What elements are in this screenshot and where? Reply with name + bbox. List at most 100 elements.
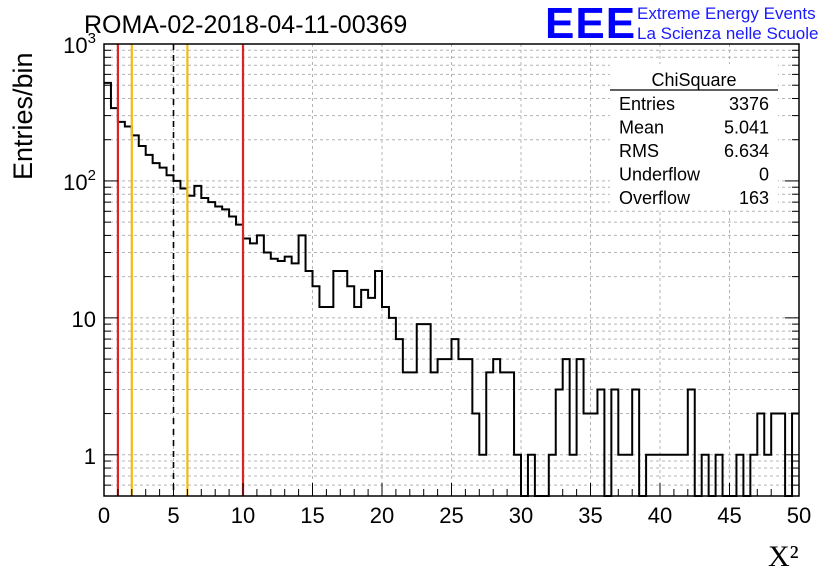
histogram-bin [153, 163, 160, 496]
histogram-bin [417, 324, 424, 496]
x-tick-label: 10 [231, 503, 255, 528]
histogram-bin [382, 307, 389, 496]
stats-label: Overflow [619, 188, 691, 208]
histogram-bin [319, 307, 326, 496]
histogram-bin [681, 455, 688, 496]
x-tick-label: 35 [578, 503, 602, 528]
grid [104, 44, 799, 496]
histogram-bin [104, 83, 111, 496]
histogram-bin [611, 389, 618, 496]
eee-logo: EEE [545, 0, 637, 48]
histogram-bin [333, 271, 340, 496]
histogram-bin [271, 259, 278, 496]
stats-value: 6.634 [724, 141, 769, 161]
stats-label: Mean [619, 118, 664, 138]
x-tick-label: 0 [98, 503, 110, 528]
histogram-bin [278, 261, 285, 496]
histogram-bin [528, 455, 535, 496]
histogram-bin [410, 372, 417, 496]
histogram-bin [403, 372, 410, 496]
histogram-bin [201, 198, 208, 496]
histogram-bin [354, 307, 361, 496]
histogram-bin [375, 271, 382, 496]
y-tick-label: 10 [72, 307, 96, 332]
stats-title: ChiSquare [651, 70, 736, 90]
histogram-bin [549, 455, 556, 496]
histogram-bin [563, 359, 570, 496]
histogram-bin [556, 389, 563, 496]
histogram-bin [326, 307, 333, 496]
y-axis-label: Entries/bin [8, 52, 38, 180]
histogram-bin [764, 455, 771, 496]
histogram-bin [222, 209, 229, 496]
histogram-bin [313, 286, 320, 496]
histogram-bin [340, 271, 347, 496]
stats-box-frame [610, 64, 778, 210]
y-tick-label: 1 [84, 444, 96, 469]
histogram-bin [653, 455, 660, 496]
histogram-bin [174, 181, 181, 496]
histogram-bin [458, 359, 465, 496]
histogram-bin [577, 359, 584, 496]
reference-lines [116, 44, 245, 496]
histogram-bin [306, 271, 313, 496]
histogram-bin [139, 146, 146, 496]
histogram-bin [424, 324, 431, 496]
stats-value: 3376 [729, 94, 769, 114]
stats-value: 5.041 [724, 118, 769, 138]
stats-label: Entries [619, 94, 675, 114]
histogram-bin [396, 339, 403, 496]
y-tick-label: 103 [63, 30, 96, 58]
histogram-bin [194, 186, 201, 496]
histogram-bin [757, 414, 764, 496]
x-tick-label: 50 [787, 503, 811, 528]
histogram-bin [771, 414, 778, 496]
histogram-bin [215, 207, 222, 496]
histogram-bin [660, 455, 667, 496]
histogram-bin [292, 263, 299, 496]
histogram-bin [445, 359, 452, 496]
stats-box: ChiSquare Entries 3376 Mean 5.041 RMS 6.634 Un… [610, 64, 778, 210]
histogram-bin [625, 455, 632, 496]
histogram-bin [570, 455, 577, 496]
histogram-bin [632, 389, 639, 496]
x-axis-label: X² [768, 540, 799, 572]
axis-ticks: 0 5 10 15 20 25 30 35 40 45 50 1 10 102 103 [63, 30, 811, 528]
histogram-bin [465, 359, 472, 496]
histogram-bin [618, 455, 625, 496]
logo-line-1: Extreme Energy Events [637, 4, 816, 23]
histogram-bin [486, 372, 493, 496]
histogram-bin [250, 243, 257, 496]
histogram-bin [688, 389, 695, 496]
histogram-bin [667, 455, 674, 496]
histogram-bin [493, 359, 500, 496]
x-tick-label: 30 [509, 503, 533, 528]
histogram-bin [750, 455, 757, 496]
histogram-bin [591, 414, 598, 496]
histogram-bin [146, 155, 153, 496]
histogram-bin [160, 168, 167, 496]
stats-value: 0 [759, 165, 769, 185]
histogram-bin [431, 372, 438, 496]
histogram-bin [389, 318, 396, 496]
histogram-bin [674, 455, 681, 496]
histogram-bin [778, 414, 785, 496]
x-tick-label: 25 [439, 503, 463, 528]
x-tick-label: 20 [370, 503, 394, 528]
histogram-bin [479, 455, 486, 496]
histogram-bin [507, 372, 514, 496]
histogram-bin [646, 455, 653, 496]
histogram-bin [368, 298, 375, 496]
y-tick-label: 102 [63, 167, 96, 195]
stats-label: RMS [619, 141, 659, 161]
x-tick-label: 45 [717, 503, 741, 528]
histogram-bin [597, 389, 604, 496]
histogram-bin [514, 455, 521, 496]
histogram-bin [736, 455, 743, 496]
x-tick-label: 15 [300, 503, 324, 528]
histogram-bin [472, 414, 479, 496]
histogram-bin [285, 257, 292, 496]
histogram-bin [452, 339, 459, 496]
histogram-bin [257, 235, 264, 496]
